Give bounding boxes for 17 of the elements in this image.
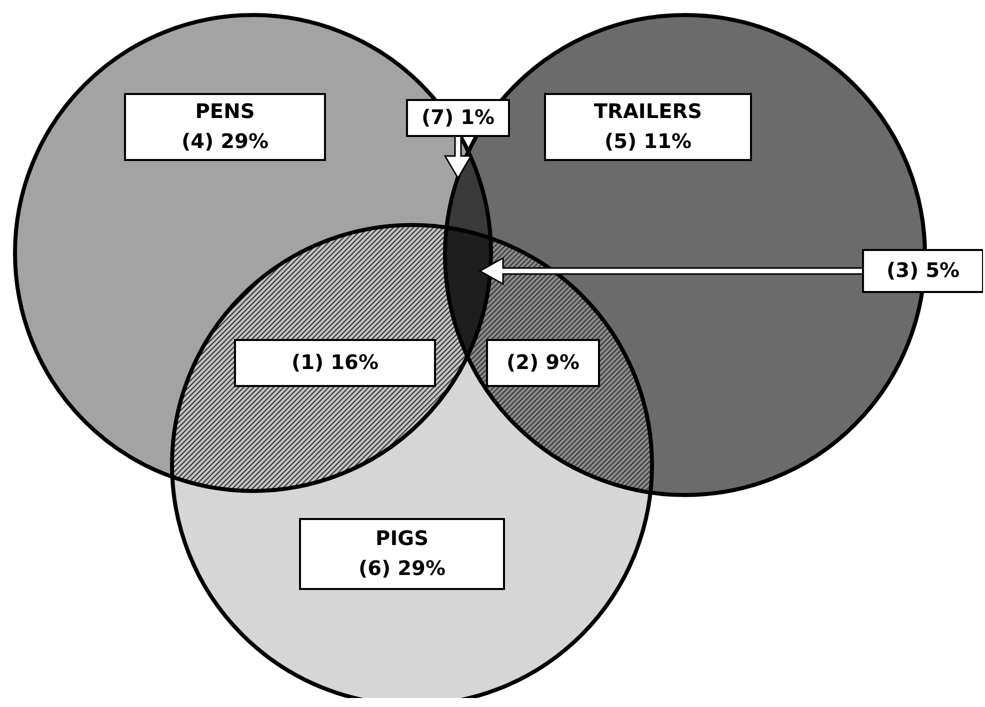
text: PENS: [195, 99, 255, 124]
data-label: 16%: [330, 350, 379, 374]
data-label: 1%: [460, 105, 495, 130]
category-label: (5): [604, 129, 637, 154]
category-label: (2): [506, 350, 539, 374]
category-label: (1): [291, 350, 324, 374]
category-label: (4): [181, 129, 214, 154]
data-label: 9%: [546, 350, 580, 374]
data-label: 11%: [644, 129, 692, 154]
data-label: 29%: [220, 129, 269, 154]
category-label: (7): [421, 105, 454, 130]
category-label: (3): [886, 258, 919, 282]
category-label: (6): [358, 556, 391, 580]
data-label: 29%: [398, 556, 446, 580]
text: PIGS: [376, 526, 428, 550]
data-label: 5%: [926, 258, 960, 282]
text: TRAILERS: [594, 99, 702, 124]
